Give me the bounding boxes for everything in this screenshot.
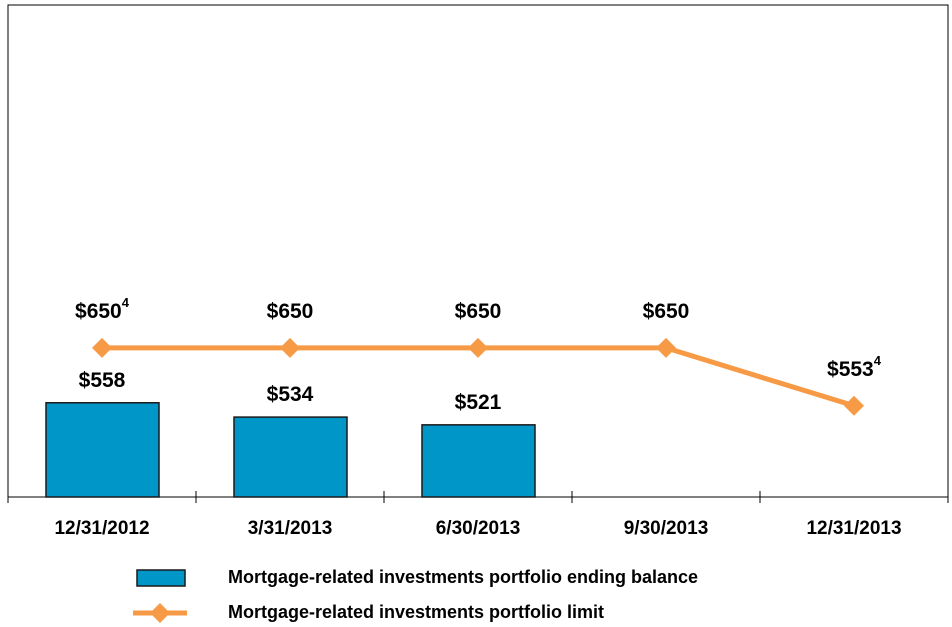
x-tick-label: 12/31/2012: [54, 518, 149, 539]
legend-label: Mortgage-related investments portfolio l…: [228, 602, 604, 622]
bar-value-label: $521: [455, 390, 502, 413]
bar: [45, 402, 160, 498]
line-value-label: $5534: [827, 353, 882, 380]
legend-swatch: [136, 569, 186, 587]
footnote-mark: 4: [874, 353, 882, 368]
bar-value-label: $558: [79, 368, 126, 391]
bar-value-label-text: $521: [455, 390, 502, 413]
line-marker: [468, 337, 488, 358]
bar: [421, 424, 536, 498]
footnote-mark: 4: [122, 295, 130, 310]
line-value-label: $650: [267, 299, 314, 322]
legend-marker: [150, 603, 170, 623]
x-tick-label: 3/31/2013: [248, 518, 333, 539]
legend-label: Mortgage-related investments portfolio e…: [228, 567, 698, 587]
line-marker: [844, 395, 864, 416]
bar-value-label: $534: [267, 383, 314, 406]
line-value-label-text: $650: [75, 299, 122, 322]
line-value-label: $6504: [75, 295, 130, 322]
bar: [233, 416, 348, 498]
bar-value-label-text: $534: [267, 383, 314, 406]
line-marker: [656, 337, 676, 358]
bar-value-label-text: $558: [79, 368, 126, 391]
line-value-label-text: $650: [267, 299, 314, 322]
line-value-label-text: $650: [455, 299, 502, 322]
x-tick-label: 9/30/2013: [624, 518, 709, 539]
line-value-label-text: $650: [643, 299, 690, 322]
line-value-label-text: $553: [827, 357, 874, 380]
x-tick-label: 6/30/2013: [436, 518, 521, 539]
line-value-label: $650: [455, 299, 502, 322]
line-marker: [92, 337, 112, 358]
line-value-label: $650: [643, 299, 690, 322]
x-tick-label: 12/31/2013: [806, 518, 901, 539]
line-marker: [280, 337, 300, 358]
